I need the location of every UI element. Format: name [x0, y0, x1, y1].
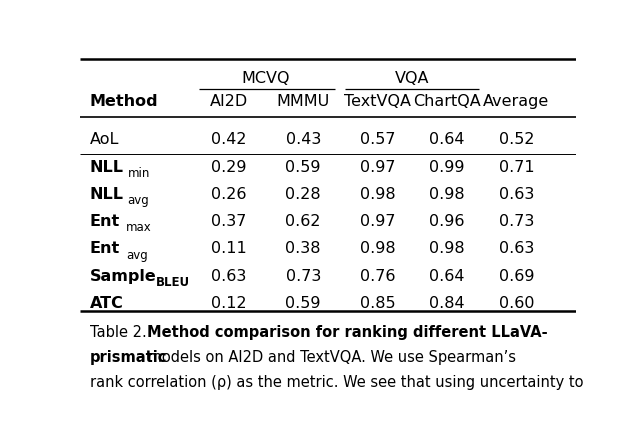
Text: 0.12: 0.12: [211, 296, 246, 311]
Text: Average: Average: [483, 94, 550, 109]
Text: rank correlation (ρ) as the metric. We see that using uncertainty to: rank correlation (ρ) as the metric. We s…: [90, 374, 584, 389]
Text: 0.57: 0.57: [360, 132, 396, 147]
Text: NLL: NLL: [90, 160, 124, 175]
Text: VQA: VQA: [395, 71, 429, 86]
Text: Sample: Sample: [90, 269, 157, 284]
Text: 0.99: 0.99: [429, 160, 465, 175]
Text: 0.37: 0.37: [211, 214, 246, 229]
Text: 0.97: 0.97: [360, 160, 396, 175]
Text: prismatic: prismatic: [90, 350, 167, 365]
Text: 0.98: 0.98: [429, 242, 465, 256]
Text: Ent: Ent: [90, 242, 120, 256]
Text: 0.29: 0.29: [211, 160, 246, 175]
Text: TextVQA: TextVQA: [344, 94, 411, 109]
Text: 0.59: 0.59: [285, 296, 321, 311]
Text: 0.71: 0.71: [499, 160, 534, 175]
Text: 0.98: 0.98: [360, 187, 396, 202]
Text: avg: avg: [127, 194, 149, 207]
Text: 0.43: 0.43: [285, 132, 321, 147]
Text: MMMU: MMMU: [276, 94, 330, 109]
Text: 0.60: 0.60: [499, 296, 534, 311]
Text: 0.64: 0.64: [429, 132, 465, 147]
Text: min: min: [127, 167, 150, 180]
Text: 0.63: 0.63: [499, 187, 534, 202]
Text: 0.59: 0.59: [285, 160, 321, 175]
Text: NLL: NLL: [90, 187, 124, 202]
Text: 0.28: 0.28: [285, 187, 321, 202]
Text: 0.11: 0.11: [211, 242, 246, 256]
Text: 0.64: 0.64: [429, 269, 465, 284]
Text: avg: avg: [126, 249, 148, 262]
Text: Table 2.: Table 2.: [90, 325, 161, 340]
Text: 0.85: 0.85: [360, 296, 396, 311]
Text: 0.76: 0.76: [360, 269, 396, 284]
Text: ATC: ATC: [90, 296, 124, 311]
Text: 0.63: 0.63: [499, 242, 534, 256]
Text: 0.73: 0.73: [499, 214, 534, 229]
Text: 0.52: 0.52: [499, 132, 534, 147]
Text: Ent: Ent: [90, 214, 120, 229]
Text: 0.26: 0.26: [211, 187, 246, 202]
Text: 0.98: 0.98: [429, 187, 465, 202]
Text: 0.42: 0.42: [211, 132, 246, 147]
Text: models on AI2D and TextVQA. We use Spearman’s: models on AI2D and TextVQA. We use Spear…: [143, 350, 516, 365]
Text: ChartQA: ChartQA: [413, 94, 481, 109]
Text: 0.84: 0.84: [429, 296, 465, 311]
Text: 0.73: 0.73: [285, 269, 321, 284]
Text: 0.96: 0.96: [429, 214, 465, 229]
Text: Method comparison for ranking different LLaVA-: Method comparison for ranking different …: [147, 325, 548, 340]
Text: 0.98: 0.98: [360, 242, 396, 256]
Text: 0.62: 0.62: [285, 214, 321, 229]
Text: 0.63: 0.63: [211, 269, 246, 284]
Text: max: max: [126, 222, 152, 234]
Text: 0.97: 0.97: [360, 214, 396, 229]
Text: BLEU: BLEU: [156, 276, 190, 289]
Text: 0.69: 0.69: [499, 269, 534, 284]
Text: AoL: AoL: [90, 132, 119, 147]
Text: MCVQ: MCVQ: [242, 71, 291, 86]
Text: Method: Method: [90, 94, 159, 109]
Text: AI2D: AI2D: [210, 94, 248, 109]
Text: 0.38: 0.38: [285, 242, 321, 256]
